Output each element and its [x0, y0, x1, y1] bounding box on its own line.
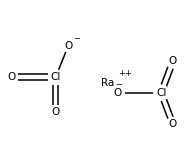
Text: Cl: Cl — [50, 72, 61, 82]
Text: ++: ++ — [118, 69, 132, 78]
Text: −: − — [73, 34, 80, 43]
Text: O: O — [169, 119, 177, 129]
Text: −: − — [115, 80, 122, 89]
Text: O: O — [52, 107, 60, 117]
Text: O: O — [169, 56, 177, 66]
Text: O: O — [7, 72, 15, 82]
Text: Ra: Ra — [101, 78, 114, 88]
Text: Cl: Cl — [156, 88, 166, 98]
Text: O: O — [114, 88, 122, 98]
Text: O: O — [64, 41, 73, 51]
